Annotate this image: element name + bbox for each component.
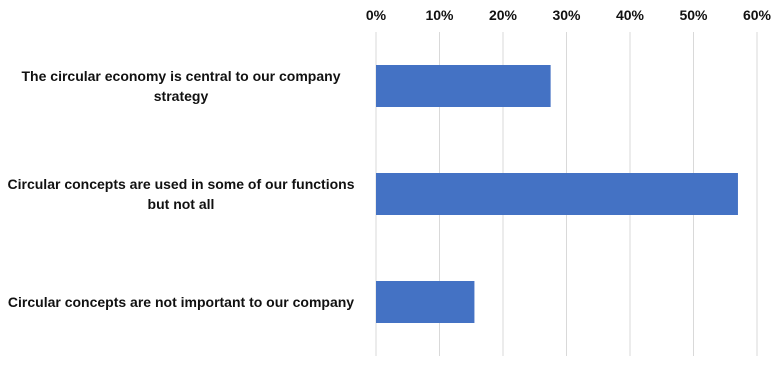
category-label: Circular concepts are used in some of ou… [7,176,355,212]
bar-2 [376,173,738,215]
x-tick-label: 30% [552,7,581,23]
bar-1 [376,65,551,107]
x-tick-label: 40% [616,7,645,23]
x-tick-label: 60% [743,7,772,23]
x-tick-label: 0% [366,7,387,23]
x-tick-label: 50% [679,7,708,23]
category-label: Circular concepts are not important to o… [7,294,355,310]
x-tick-label: 10% [425,7,454,23]
x-tick-label: 20% [489,7,518,23]
category-label: The circular economy is central to our c… [21,68,341,104]
bar-3 [376,281,475,323]
